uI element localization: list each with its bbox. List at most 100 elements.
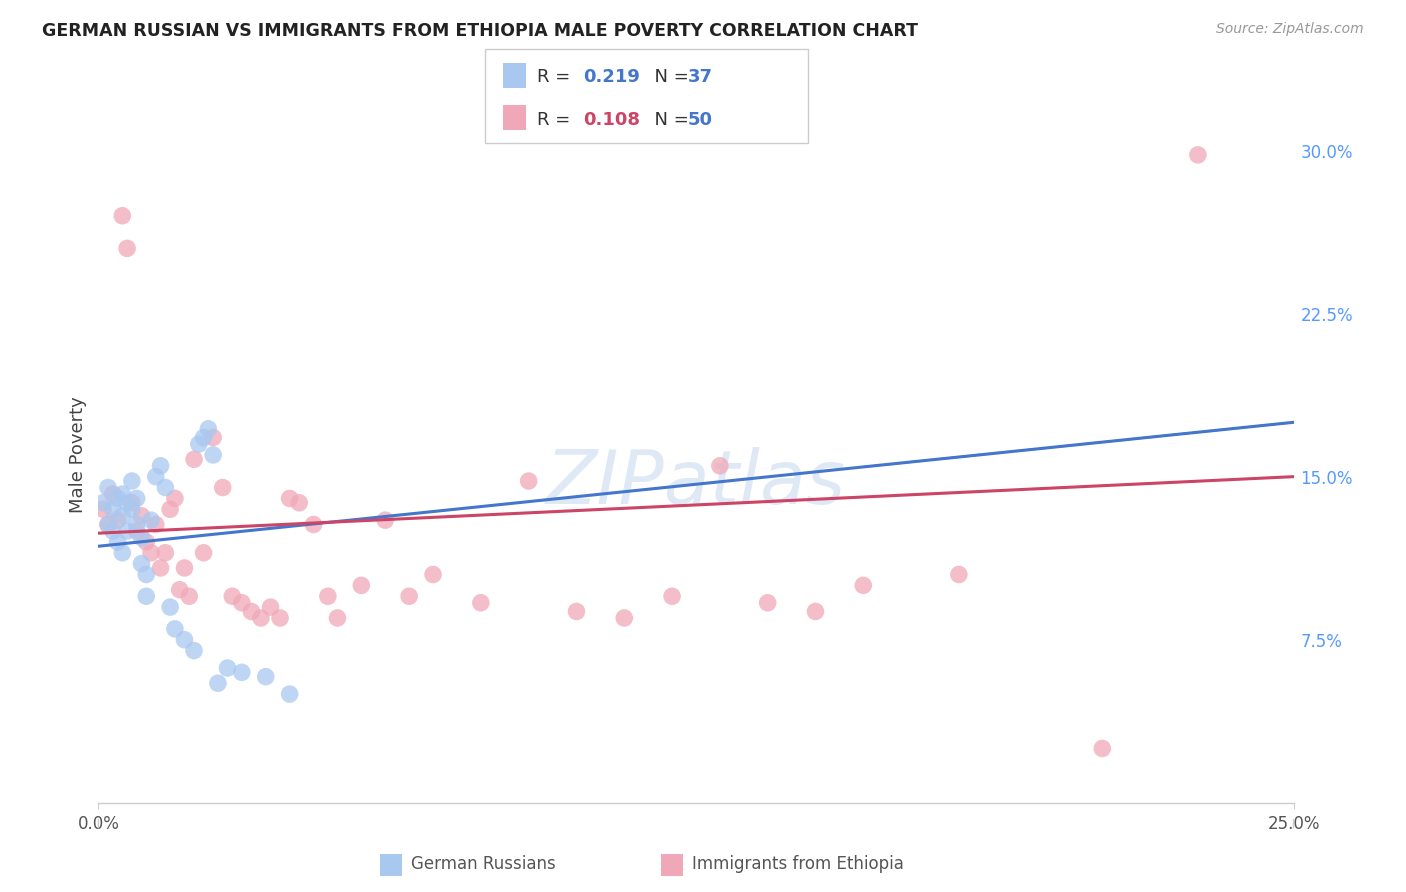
Point	[202, 448, 225, 462]
Point	[613, 611, 636, 625]
Point	[125, 524, 148, 538]
Point	[259, 600, 281, 615]
Point	[661, 589, 683, 603]
Point	[111, 508, 134, 523]
Point	[107, 491, 129, 506]
Point	[155, 546, 177, 560]
Point	[97, 517, 120, 532]
Point	[139, 546, 162, 560]
Text: GERMAN RUSSIAN VS IMMIGRANTS FROM ETHIOPIA MALE POVERTY CORRELATION CHART: GERMAN RUSSIAN VS IMMIGRANTS FROM ETHIOP…	[42, 22, 918, 40]
Point	[948, 567, 970, 582]
Point	[217, 661, 239, 675]
Point	[398, 589, 420, 603]
Point	[97, 517, 120, 532]
Point	[91, 502, 114, 516]
Text: 50: 50	[688, 111, 713, 128]
Text: R =: R =	[537, 111, 576, 128]
Point	[374, 513, 396, 527]
Point	[278, 687, 301, 701]
Point	[179, 589, 201, 603]
Point	[131, 557, 153, 571]
Point	[183, 643, 205, 657]
Point	[288, 496, 311, 510]
Point	[240, 605, 263, 619]
Text: 0.219: 0.219	[583, 69, 640, 87]
Point	[135, 535, 157, 549]
Point	[111, 209, 134, 223]
Point	[1187, 148, 1209, 162]
Text: Source: ZipAtlas.com: Source: ZipAtlas.com	[1216, 22, 1364, 37]
Point	[565, 605, 588, 619]
Point	[101, 502, 124, 516]
Point	[145, 517, 167, 532]
Point	[302, 517, 325, 532]
Text: Immigrants from Ethiopia: Immigrants from Ethiopia	[692, 855, 904, 873]
Point	[101, 487, 124, 501]
Point	[115, 496, 138, 510]
Point	[183, 452, 205, 467]
Point	[169, 582, 191, 597]
Point	[193, 431, 215, 445]
Point	[221, 589, 243, 603]
Point	[202, 431, 225, 445]
Point	[350, 578, 373, 592]
Point	[187, 437, 209, 451]
Point	[115, 241, 138, 255]
Point	[131, 531, 153, 545]
Text: ZIPatlas: ZIPatlas	[546, 447, 846, 519]
Point	[101, 524, 124, 538]
Point	[1091, 741, 1114, 756]
Point	[316, 589, 339, 603]
Point	[121, 502, 143, 516]
Point	[125, 491, 148, 506]
Point	[207, 676, 229, 690]
Point	[159, 502, 181, 516]
Point	[852, 578, 875, 592]
Point	[111, 487, 134, 501]
Point	[173, 561, 195, 575]
Point	[155, 481, 177, 495]
Y-axis label: Male Poverty: Male Poverty	[69, 397, 87, 513]
Point	[470, 596, 492, 610]
Point	[709, 458, 731, 473]
Point	[121, 496, 143, 510]
Point	[173, 632, 195, 647]
Point	[91, 496, 114, 510]
Text: 0.108: 0.108	[583, 111, 641, 128]
Point	[804, 605, 827, 619]
Point	[145, 469, 167, 483]
Point	[756, 596, 779, 610]
Point	[517, 474, 540, 488]
Point	[159, 600, 181, 615]
Point	[149, 561, 172, 575]
Point	[163, 491, 186, 506]
Text: R =: R =	[537, 69, 576, 87]
Point	[231, 596, 253, 610]
Point	[163, 622, 186, 636]
Point	[326, 611, 349, 625]
Point	[131, 508, 153, 523]
Point	[97, 481, 120, 495]
Text: German Russians: German Russians	[411, 855, 555, 873]
Point	[422, 567, 444, 582]
Point	[149, 458, 172, 473]
Point	[135, 567, 157, 582]
Point	[278, 491, 301, 506]
Point	[107, 513, 129, 527]
Point	[125, 517, 148, 532]
Point	[107, 535, 129, 549]
Point	[254, 670, 277, 684]
Text: N =: N =	[643, 111, 695, 128]
Text: 37: 37	[688, 69, 713, 87]
Point	[135, 589, 157, 603]
Point	[231, 665, 253, 680]
Point	[269, 611, 291, 625]
Point	[139, 513, 162, 527]
Point	[111, 546, 134, 560]
Point	[121, 474, 143, 488]
Point	[193, 546, 215, 560]
Point	[250, 611, 273, 625]
Point	[115, 524, 138, 538]
Text: N =: N =	[643, 69, 695, 87]
Point	[211, 481, 233, 495]
